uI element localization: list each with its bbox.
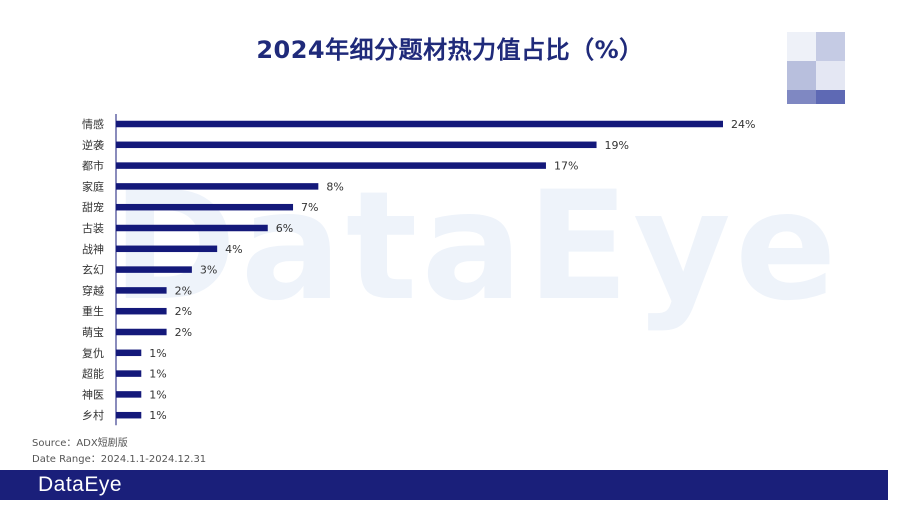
bar: [116, 370, 142, 377]
category-label: 穿越: [82, 283, 104, 297]
bar: [116, 141, 597, 149]
bar: [116, 203, 294, 211]
value-label: 8%: [326, 180, 343, 193]
category-label: 战神: [82, 242, 104, 256]
value-label: 24%: [731, 118, 755, 131]
value-label: 2%: [175, 305, 192, 318]
value-label: 2%: [175, 326, 192, 339]
value-label: 1%: [149, 347, 166, 360]
category-label: 萌宝: [82, 325, 104, 339]
category-label: 神医: [82, 387, 104, 401]
value-label: 19%: [605, 139, 629, 152]
category-label: 重生: [82, 304, 104, 318]
bar: [116, 411, 142, 419]
footer-bar: DataEye: [0, 470, 888, 500]
footer-logo: DataEye: [38, 473, 123, 496]
value-label: 17%: [554, 160, 578, 173]
value-label: 2%: [175, 284, 192, 297]
bar: [116, 224, 268, 232]
source-note: Source：ADX短剧版: [32, 438, 128, 449]
bar-chart: 情感 24% 逆袭 19% 都市 17% 家庭 8% 甜宠 7% 古装 6% 战神 4% 玄幻 3% 穿越 2% 重…: [82, 114, 755, 426]
bar: [116, 245, 218, 253]
category-label: 古装: [82, 222, 104, 235]
bar: [116, 391, 142, 398]
category-label: 玄幻: [82, 263, 104, 277]
value-label: 1%: [149, 409, 166, 422]
category-label: 逆袭: [82, 138, 104, 152]
bar: [116, 120, 723, 128]
date-range-note: Date Range：2024.1.1-2024.12.31: [32, 454, 207, 465]
bar: [116, 266, 192, 273]
value-label: 6%: [276, 222, 293, 235]
category-label: 超能: [82, 367, 104, 381]
bar: [116, 307, 167, 315]
value-label: 1%: [149, 368, 166, 381]
bar: [116, 287, 167, 294]
value-label: 4%: [225, 243, 242, 256]
value-label: 3%: [200, 264, 217, 277]
category-label: 家庭: [82, 179, 104, 193]
category-label: 都市: [82, 159, 104, 173]
bar: [116, 162, 546, 169]
bar: [116, 328, 167, 336]
bar: [116, 183, 319, 190]
chart-title: 2024年细分题材热力值占比（%）: [256, 36, 644, 64]
value-label: 7%: [301, 201, 318, 214]
bar: [116, 349, 142, 357]
category-label: 乡村: [82, 408, 104, 422]
category-label: 甜宠: [82, 200, 104, 214]
value-label: 1%: [149, 388, 166, 401]
category-label: 情感: [82, 118, 104, 131]
category-label: 复仇: [82, 346, 104, 360]
mosaic-logo-icon: [787, 32, 845, 104]
